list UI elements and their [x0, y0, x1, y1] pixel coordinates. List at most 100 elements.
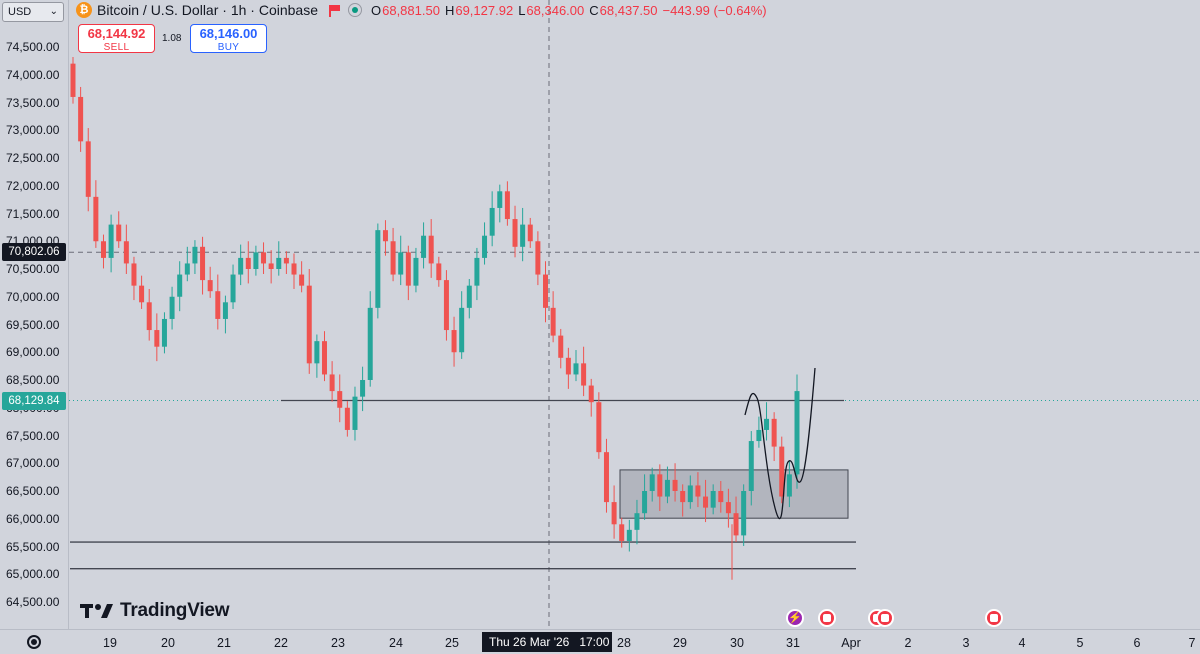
time-tick-label: 20 [161, 636, 175, 650]
candle-body [306, 285, 312, 364]
price-tick-label: 73,500.00 [6, 95, 60, 110]
ohlc-key: H [444, 2, 455, 18]
time-axis[interactable]: 19 20 21 22 23 24 25 28 29 30 31 Apr 2 3 4 5 6 7 Thu 26 Ma… [0, 629, 1200, 654]
candle-body [405, 252, 411, 286]
price-tick-label: 72,500.00 [6, 151, 60, 165]
candle-body [543, 274, 549, 308]
price-tick-label: 66,000.00 [6, 511, 60, 526]
candle-body [603, 452, 609, 503]
candle-body [398, 252, 404, 275]
sell-price: 68,144.92 [87, 26, 146, 41]
flag-icon[interactable] [328, 5, 340, 17]
price-tick-label: 68,500.00 [6, 373, 60, 387]
ohlc-value: 69,127.92 [455, 2, 514, 18]
candle-body [215, 291, 221, 319]
candle-body [459, 307, 465, 353]
price-tick-label: 64,500.00 [6, 595, 60, 609]
candle-body [245, 257, 251, 269]
price-tick-label: 74,500.00 [6, 40, 60, 54]
symbol-title[interactable]: Bitcoin / U.S. Dollar · 1h · Coinbase [97, 2, 318, 18]
candle-body [710, 491, 716, 508]
price-tick-label: 65,500.00 [6, 539, 60, 554]
gear-icon[interactable] [27, 635, 41, 649]
user-drawings [744, 367, 816, 519]
chart-annotations [69, 0, 1200, 629]
candle-body [268, 263, 274, 269]
candle-body [192, 246, 198, 264]
market-status-icon[interactable] [347, 3, 362, 17]
candle-series [70, 56, 800, 580]
candle-body [764, 418, 770, 430]
candle-body [550, 307, 556, 336]
candle-body [771, 418, 777, 447]
time-tick-label: 31 [786, 636, 800, 650]
candle-body [321, 341, 327, 375]
chevron-down-icon: ⌄ [49, 6, 58, 17]
candle-body [573, 363, 579, 375]
spread-value: 1.08 [162, 33, 182, 44]
time-tick-label: 5 [1076, 636, 1084, 650]
time-tick-label: 6 [1133, 636, 1141, 650]
candle-body [489, 207, 495, 236]
bolt-event-icon[interactable]: ⚡ [786, 609, 804, 627]
candle-body [786, 474, 792, 497]
candle-body [733, 513, 739, 536]
candle-body [520, 224, 526, 247]
candle-body [139, 285, 145, 303]
us-flag-event-icon[interactable] [985, 609, 1003, 627]
candle-body [344, 407, 350, 430]
candle-body [314, 341, 320, 364]
candle-body [695, 485, 701, 497]
candle-body [329, 374, 335, 392]
us-flag-event-icon[interactable] [818, 609, 836, 627]
time-cursor-label: Thu 26 Mar '26 17:00 [482, 632, 612, 652]
price-tick-label: 67,000.00 [6, 456, 60, 471]
candle-body [649, 474, 655, 491]
bitcoin-logo-icon: ₿ [76, 2, 92, 18]
currency-selector[interactable]: USD ⌄ [2, 2, 64, 22]
ohlc-value: 68,881.50 [382, 2, 440, 18]
candle-body [184, 263, 190, 275]
candle-body [421, 235, 427, 258]
price-tick-label: 65,000.00 [6, 567, 60, 582]
us-flag-event-icon[interactable] [876, 609, 894, 627]
sell-button[interactable]: 68,144.92 SELL [78, 24, 155, 53]
freehand-path [744, 367, 816, 519]
candle-body [253, 252, 259, 269]
candle-body [93, 196, 99, 242]
currency-label: USD [8, 6, 32, 18]
candle-body [672, 479, 678, 491]
candle-body [779, 446, 785, 497]
candle-body [756, 429, 762, 442]
candle-body [413, 257, 419, 286]
candle-body [100, 241, 106, 258]
last-price: 68,129.84 [2, 391, 66, 410]
candle-body [436, 263, 442, 281]
candle-body [161, 318, 167, 347]
candle-body [123, 241, 129, 264]
ohlc-key: O [370, 2, 382, 18]
sell-label: SELL [103, 42, 130, 53]
buy-button[interactable]: 68,146.00 BUY [190, 24, 267, 53]
candle-body [131, 263, 137, 286]
candle-body [85, 141, 91, 197]
price-axis[interactable]: 74,500.00 74,000.00 73,500.00 73,000.00 72,5… [0, 0, 69, 629]
time-tick-label: 30 [730, 636, 744, 650]
candle-body [222, 302, 228, 319]
candle-body [687, 485, 693, 503]
tradingview-logo[interactable]: TradingView [80, 600, 230, 622]
candle-body [207, 280, 213, 292]
candle-body [390, 241, 396, 275]
candle-body [360, 380, 366, 397]
candle-body [169, 296, 175, 319]
candle-body [588, 385, 594, 403]
price-change: −443.99 (−0.64%) [662, 2, 767, 18]
crosshair-price: 70,802.06 [2, 243, 66, 262]
price-tick-label: 70,000.00 [6, 289, 60, 304]
candle-body [299, 274, 305, 286]
price-chart[interactable] [69, 0, 1200, 629]
price-tick-label: 69,500.00 [6, 317, 60, 332]
candle-body [581, 363, 587, 386]
candle-body [703, 496, 709, 508]
candle-body [619, 524, 625, 541]
